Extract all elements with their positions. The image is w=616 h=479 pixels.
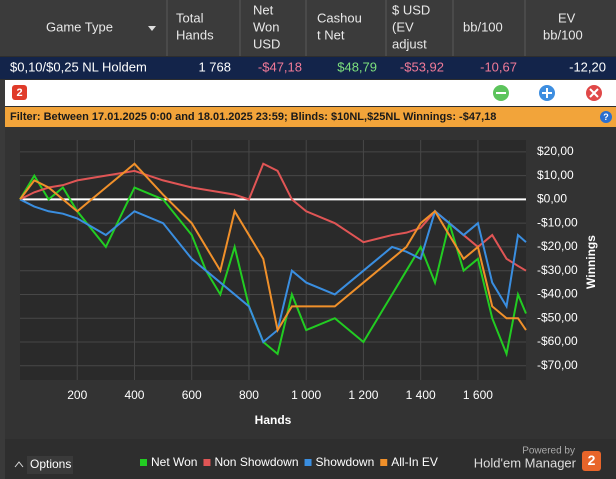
column-header[interactable]: adjust: [392, 36, 427, 51]
logo-text: 2: [588, 452, 596, 468]
y-tick-label: -$60,00: [537, 334, 578, 348]
logo-text: 2: [16, 87, 22, 99]
cell: -$47,18: [258, 59, 302, 74]
y-tick-label: -$30,00: [537, 263, 578, 277]
column-header[interactable]: t Net: [317, 27, 345, 42]
help-button[interactable]: [600, 111, 612, 123]
y-tick-label: $10,00: [537, 168, 574, 182]
y-tick-label: -$10,00: [537, 215, 578, 229]
x-tick-label: 800: [239, 388, 259, 402]
x-axis-label: Hands: [255, 413, 292, 427]
cell: -$53,92: [400, 59, 444, 74]
column-header[interactable]: $ USD: [392, 2, 430, 17]
y-tick-label: $0,00: [537, 192, 567, 206]
column-header[interactable]: bb/100: [463, 19, 503, 34]
y-tick-label: -$20,00: [537, 239, 578, 253]
options-button[interactable]: [27, 456, 73, 474]
legend-swatch: [304, 459, 312, 466]
legend-label: All-In EV: [391, 455, 438, 469]
icon: [14, 461, 24, 468]
x-tick-label: 1 200: [348, 388, 378, 402]
series-line: [19, 198, 527, 344]
filter-text: Filter: Between 17.01.2025 0:00 and 18.0…: [10, 111, 496, 123]
cell: -12,20: [569, 59, 606, 74]
column-header[interactable]: USD: [253, 36, 280, 51]
series-line: [19, 162, 527, 333]
cell: $48,79: [337, 59, 377, 74]
legend-label: Net Won: [151, 455, 197, 469]
legend-label: Showdown: [316, 455, 375, 469]
cell: 1 768: [198, 59, 231, 74]
background-app: [0, 80, 5, 479]
brand: Hold'em Manager: [474, 455, 577, 470]
y-tick-label: -$40,00: [537, 287, 578, 301]
column-header[interactable]: Won: [253, 19, 280, 34]
column-header[interactable]: Game Type: [46, 19, 113, 34]
brand-logo: [582, 451, 601, 471]
cell: -10,67: [480, 59, 517, 74]
column-header[interactable]: Hands: [176, 27, 214, 42]
column-header[interactable]: bb/100: [543, 27, 583, 42]
x-tick-label: 400: [124, 388, 144, 402]
x-tick-label: 1 600: [463, 388, 493, 402]
series-line: [19, 162, 527, 272]
icon: [542, 88, 552, 98]
column-header[interactable]: Net: [253, 2, 274, 17]
powered-by: Powered by: [522, 446, 575, 457]
help-icon: ?: [603, 112, 609, 122]
y-tick-label: $20,00: [537, 144, 574, 158]
column-header[interactable]: Total: [176, 10, 204, 25]
y-axis-label: Winnings: [584, 235, 598, 289]
x-tick-label: 600: [182, 388, 202, 402]
dropdown-arrow[interactable]: [148, 26, 156, 31]
table-row[interactable]: [0, 57, 616, 79]
column-header[interactable]: EV: [558, 10, 576, 25]
filter-bar: [5, 107, 616, 127]
app-logo: [12, 85, 27, 100]
cell: $0,10/$0,25 NL Holdem: [10, 59, 147, 74]
table-header: [0, 0, 616, 56]
x-tick-label: 1 000: [291, 388, 321, 402]
y-tick-label: -$70,00: [537, 358, 578, 372]
x-tick-label: 200: [67, 388, 87, 402]
legend-label: Non Showdown: [214, 455, 298, 469]
column-header[interactable]: (EV: [392, 19, 414, 34]
series-line: [19, 173, 527, 358]
legend-swatch: [380, 459, 388, 466]
icon: [589, 88, 599, 98]
legend-swatch: [140, 459, 147, 466]
x-tick-label: 1 400: [406, 388, 436, 402]
legend-swatch: [203, 459, 211, 466]
icon: [496, 92, 506, 94]
y-tick-label: -$50,00: [537, 310, 578, 324]
column-header[interactable]: Cashou: [317, 10, 362, 25]
options-label[interactable]: Options: [30, 457, 71, 471]
window-titlebar: [5, 80, 616, 106]
